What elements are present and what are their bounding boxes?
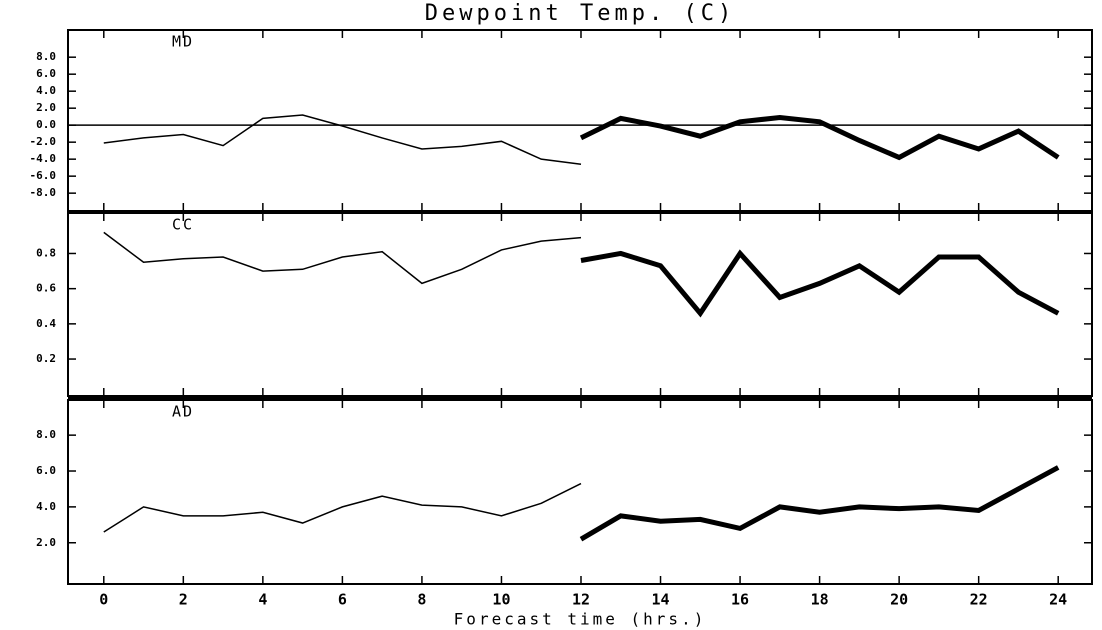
x-tick-label: 16 bbox=[731, 591, 749, 609]
y-tick-label: 0.2 bbox=[36, 352, 56, 365]
x-tick-label: 14 bbox=[651, 591, 669, 609]
x-tick-label: 0 bbox=[99, 591, 108, 609]
panel-label: CC bbox=[172, 216, 194, 234]
panel-label: MD bbox=[172, 33, 194, 51]
y-tick-label: -2.0 bbox=[30, 135, 57, 148]
y-tick-label: 4.0 bbox=[36, 500, 56, 513]
y-tick-label: -8.0 bbox=[30, 186, 57, 199]
chart-title: Dewpoint Temp. (C) bbox=[425, 1, 735, 26]
y-tick-label: 6.0 bbox=[36, 464, 56, 477]
y-tick-label: -6.0 bbox=[30, 169, 57, 182]
data-line bbox=[580, 249, 1060, 318]
plot-frame bbox=[67, 29, 1093, 212]
x-tick-label: 8 bbox=[417, 591, 426, 609]
panel-label: AD bbox=[172, 403, 194, 421]
x-tick-label: 10 bbox=[492, 591, 510, 609]
y-tick-label: -4.0 bbox=[30, 152, 57, 165]
x-tick-label: 22 bbox=[970, 591, 988, 609]
x-tick-label: 18 bbox=[811, 591, 829, 609]
x-tick-label: 6 bbox=[338, 591, 347, 609]
x-tick-label: 2 bbox=[179, 591, 188, 609]
y-tick-label: 0.8 bbox=[36, 246, 56, 259]
data-line bbox=[103, 114, 582, 166]
y-tick-label: 0.4 bbox=[36, 317, 56, 330]
x-axis-label: Forecast time (hrs.) bbox=[454, 610, 707, 629]
y-tick-label: 4.0 bbox=[36, 84, 56, 97]
y-tick-label: 8.0 bbox=[36, 50, 56, 63]
data-line bbox=[579, 465, 1060, 542]
data-line bbox=[103, 231, 582, 285]
y-tick-label: 2.0 bbox=[36, 536, 56, 549]
y-tick-label: 2.0 bbox=[36, 101, 56, 114]
y-tick-label: 0.6 bbox=[36, 282, 56, 295]
y-tick-label: 8.0 bbox=[36, 428, 56, 441]
data-line bbox=[103, 482, 582, 533]
x-tick-label: 20 bbox=[890, 591, 908, 609]
data-line bbox=[579, 115, 1060, 161]
x-tick-label: 4 bbox=[258, 591, 267, 609]
y-tick-label: 0.0 bbox=[36, 118, 56, 131]
x-tick-label: 12 bbox=[572, 591, 590, 609]
x-tick-label: 24 bbox=[1049, 591, 1067, 609]
y-tick-label: 6.0 bbox=[36, 67, 56, 80]
